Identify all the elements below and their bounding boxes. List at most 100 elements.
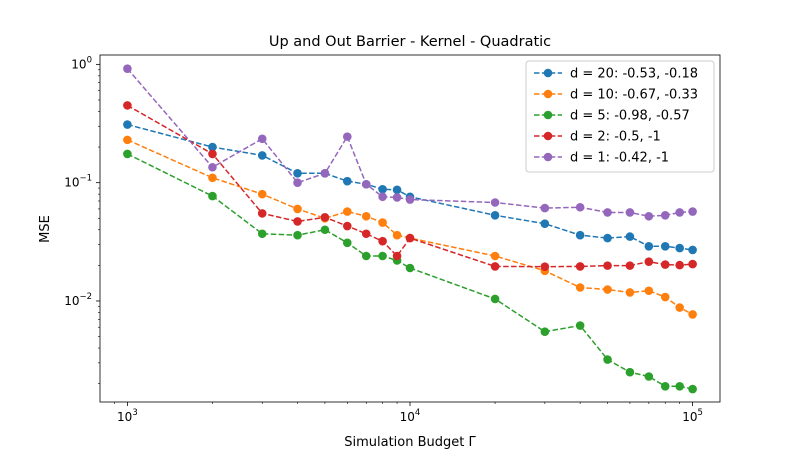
legend-marker [544, 153, 553, 162]
data-point [343, 239, 352, 248]
legend-label: d = 5: -0.98, -0.57 [570, 109, 690, 124]
data-point [393, 252, 402, 261]
y-axis-label: MSE [38, 215, 53, 243]
data-point [378, 237, 387, 246]
data-point [258, 190, 267, 199]
data-point [293, 217, 302, 226]
legend-label: d = 20: -0.53, -0.18 [570, 67, 698, 82]
data-point [541, 204, 550, 213]
data-point [661, 382, 670, 391]
data-point [645, 372, 654, 381]
data-point [321, 169, 330, 178]
data-point [661, 211, 670, 220]
data-point [362, 180, 371, 189]
data-point [675, 382, 684, 391]
data-point [343, 132, 352, 141]
data-point [491, 252, 500, 261]
data-point [293, 231, 302, 240]
data-point [208, 173, 217, 182]
data-point [208, 192, 217, 201]
data-point [626, 208, 635, 217]
data-point [541, 327, 550, 336]
series-2 [123, 150, 697, 394]
data-point [688, 246, 697, 255]
data-point [378, 185, 387, 194]
data-point [626, 261, 635, 270]
data-point [626, 288, 635, 297]
data-point [675, 261, 684, 270]
data-point [661, 242, 670, 251]
data-point [491, 295, 500, 304]
data-point [491, 211, 500, 220]
data-point [208, 163, 217, 172]
data-point [603, 261, 612, 270]
data-point [393, 193, 402, 202]
data-point [258, 134, 267, 143]
data-point [343, 207, 352, 216]
data-point [576, 231, 585, 240]
x-tick-label: 105 [682, 408, 703, 424]
data-point [258, 229, 267, 238]
data-point [378, 252, 387, 261]
data-point [378, 218, 387, 227]
y-tick-label: 10−1 [64, 174, 92, 190]
legend-marker [544, 111, 553, 120]
data-point [626, 232, 635, 241]
legend-label: d = 10: -0.67, -0.33 [570, 88, 698, 103]
data-point [626, 368, 635, 377]
data-point [378, 192, 387, 201]
data-point [688, 207, 697, 216]
chart-title: Up and Out Barrier - Kernel - Quadratic [269, 34, 551, 50]
data-point [645, 286, 654, 295]
data-point [293, 178, 302, 187]
y-tick-label: 100 [71, 55, 92, 71]
data-point [603, 208, 612, 217]
legend-marker [544, 90, 553, 99]
data-point [645, 242, 654, 251]
data-point [541, 219, 550, 228]
data-point [293, 205, 302, 214]
data-point [321, 213, 330, 222]
data-point [576, 262, 585, 271]
legend-label: d = 2: -0.5, -1 [570, 130, 661, 145]
data-point [123, 101, 132, 110]
data-point [123, 150, 132, 159]
data-point [123, 64, 132, 73]
data-point [406, 234, 415, 243]
data-point [393, 231, 402, 240]
data-point [603, 234, 612, 243]
legend-label: d = 1: -0.42, -1 [570, 151, 669, 166]
data-point [393, 186, 402, 195]
data-point [688, 310, 697, 319]
data-point [541, 262, 550, 271]
data-point [675, 244, 684, 253]
data-point [258, 209, 267, 218]
data-point [406, 195, 415, 204]
data-point [208, 150, 217, 159]
data-point [603, 355, 612, 364]
data-point [123, 136, 132, 145]
data-point [645, 212, 654, 221]
legend-marker [544, 132, 553, 141]
data-point [675, 208, 684, 217]
data-point [603, 285, 612, 294]
data-point [576, 203, 585, 212]
data-point [258, 151, 267, 160]
data-point [321, 225, 330, 234]
data-point [688, 260, 697, 269]
data-point [688, 385, 697, 394]
x-tick-label: 104 [400, 408, 421, 424]
data-point [362, 252, 371, 261]
data-point [343, 222, 352, 231]
data-point [661, 260, 670, 269]
data-point [645, 257, 654, 266]
data-point [576, 283, 585, 292]
data-point [123, 120, 132, 129]
data-point [491, 198, 500, 207]
data-point [406, 264, 415, 273]
x-tick-label: 103 [117, 408, 138, 424]
data-point [343, 177, 352, 186]
data-point [576, 321, 585, 330]
legend: d = 20: -0.53, -0.18 d = 10: -0.67, -0.33… [526, 61, 714, 172]
